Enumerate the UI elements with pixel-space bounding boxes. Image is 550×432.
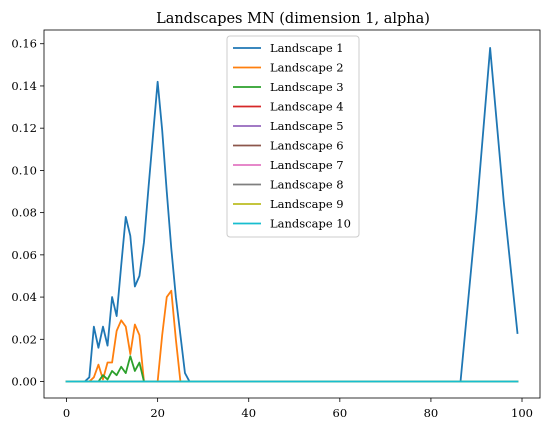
x-tick-label: 80: [424, 406, 439, 420]
x-tick-label: 0: [63, 406, 70, 420]
y-tick-label: 0.10: [11, 163, 37, 177]
series-layer: [65, 47, 519, 383]
x-tick-label: 100: [511, 406, 533, 420]
chart-title: Landscapes MN (dimension 1, alpha): [156, 11, 430, 27]
y-tick-label: 0.14: [11, 79, 37, 93]
legend-label-5: Landscape 5: [270, 119, 344, 133]
x-tick-label: 20: [150, 406, 165, 420]
plot-frame: [43, 29, 541, 399]
x-tick-label: 40: [241, 406, 256, 420]
legend-label-8: Landscape 8: [270, 178, 344, 192]
series-line-3: [65, 355, 519, 383]
legend-label-7: Landscape 7: [270, 158, 344, 172]
legend-label-3: Landscape 3: [270, 80, 344, 94]
x-axis: 0 20 40 60 80 100: [63, 398, 533, 420]
y-tick-label: 0.12: [11, 121, 37, 135]
legend-label-1: Landscape 1: [270, 41, 344, 55]
x-tick-label: 60: [333, 406, 348, 420]
y-tick-label: 0.08: [11, 206, 37, 220]
legend-label-10: Landscape 10: [270, 217, 351, 231]
y-tick-label: 0.00: [11, 375, 37, 389]
series-line-2: [65, 289, 519, 383]
legend: Landscape 1 Landscape 2 Landscape 3 Landsca…: [226, 35, 360, 238]
legend-label-2: Landscape 2: [270, 61, 344, 75]
y-tick-label: 0.02: [11, 332, 37, 346]
legend-label-6: Landscape 6: [270, 139, 344, 153]
y-tick-label: 0.04: [11, 290, 37, 304]
y-tick-label: 0.06: [11, 248, 37, 262]
legend-label-9: Landscape 9: [270, 197, 344, 211]
y-axis: 0.00 0.02 0.04 0.06 0.08 0.10 0.12 0.14 0.16: [11, 37, 44, 389]
legend-label-4: Landscape 4: [270, 100, 344, 114]
y-tick-label: 0.16: [11, 37, 37, 51]
